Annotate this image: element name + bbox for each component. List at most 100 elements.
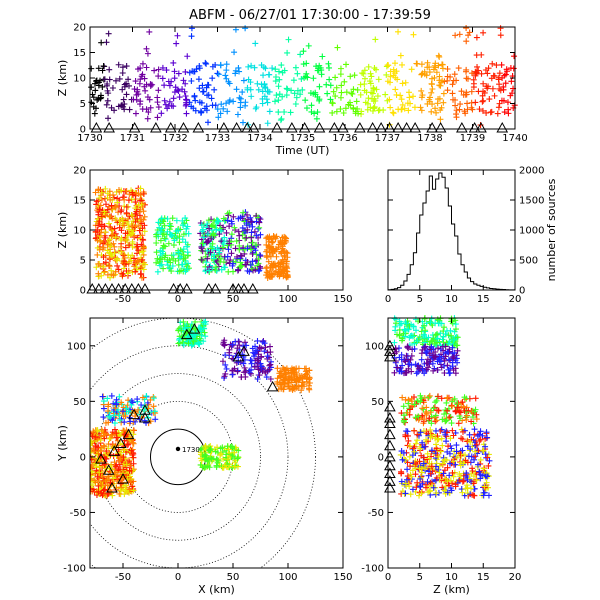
source-point bbox=[439, 77, 446, 84]
source-point bbox=[92, 442, 99, 449]
range-ring bbox=[90, 318, 316, 568]
source-point bbox=[390, 110, 397, 117]
x-tick-label: 1730 bbox=[77, 133, 102, 144]
source-point bbox=[404, 466, 411, 473]
source-point bbox=[292, 101, 299, 108]
source-point bbox=[398, 478, 405, 485]
source-point bbox=[431, 340, 438, 347]
source-point bbox=[154, 114, 161, 121]
source-point bbox=[242, 373, 249, 380]
source-point bbox=[168, 232, 175, 239]
source-point bbox=[323, 81, 330, 88]
source-point bbox=[447, 485, 454, 492]
source-point bbox=[150, 393, 157, 400]
source-point bbox=[179, 222, 186, 229]
source-point bbox=[95, 186, 102, 193]
source-point bbox=[166, 264, 173, 271]
source-point bbox=[103, 201, 110, 208]
source-point bbox=[120, 258, 127, 265]
source-point bbox=[199, 464, 206, 471]
source-point bbox=[159, 64, 166, 71]
source-point bbox=[479, 432, 486, 439]
source-point bbox=[439, 460, 446, 467]
plot-frame bbox=[89, 26, 516, 130]
source-point bbox=[219, 444, 226, 451]
source-point bbox=[500, 83, 507, 90]
source-point bbox=[383, 71, 390, 78]
source-point bbox=[269, 65, 276, 72]
source-point bbox=[419, 366, 426, 373]
source-point bbox=[393, 348, 400, 355]
station-marker bbox=[337, 121, 349, 133]
source-point bbox=[233, 86, 240, 93]
source-point bbox=[401, 481, 408, 488]
source-point bbox=[91, 80, 98, 87]
source-point bbox=[419, 405, 426, 412]
source-point bbox=[198, 109, 205, 116]
time-height-stations bbox=[90, 121, 509, 133]
source-point bbox=[203, 239, 210, 246]
source-point bbox=[95, 488, 102, 495]
source-point bbox=[214, 106, 221, 113]
source-point bbox=[473, 477, 480, 484]
source-point bbox=[184, 266, 191, 273]
source-point bbox=[90, 442, 94, 449]
source-point bbox=[115, 429, 122, 436]
source-point bbox=[494, 110, 501, 117]
source-point bbox=[332, 93, 339, 100]
source-point bbox=[159, 75, 166, 82]
x-y-stations bbox=[95, 323, 279, 493]
source-point bbox=[484, 473, 491, 480]
source-point bbox=[176, 233, 183, 240]
source-point bbox=[300, 61, 307, 68]
source-point bbox=[123, 237, 130, 244]
source-point bbox=[306, 367, 313, 374]
source-point bbox=[116, 393, 123, 400]
station-marker bbox=[218, 121, 230, 133]
source-point bbox=[165, 240, 172, 247]
source-point bbox=[91, 110, 98, 117]
source-point bbox=[247, 86, 254, 93]
source-point bbox=[95, 270, 102, 277]
source-point bbox=[273, 253, 280, 260]
station-marker bbox=[139, 404, 151, 415]
source-point bbox=[432, 435, 439, 442]
source-point bbox=[229, 341, 236, 348]
source-point bbox=[248, 234, 255, 241]
source-point bbox=[225, 268, 232, 275]
source-point bbox=[220, 105, 227, 112]
x-tick-label: 0 bbox=[175, 294, 181, 305]
source-point bbox=[135, 247, 142, 254]
station-marker bbox=[95, 453, 107, 464]
source-point bbox=[301, 365, 308, 372]
source-point bbox=[299, 383, 306, 390]
source-point bbox=[103, 448, 110, 455]
source-point bbox=[415, 368, 422, 375]
source-point bbox=[427, 409, 434, 416]
source-point bbox=[461, 407, 468, 414]
source-point bbox=[306, 386, 313, 393]
source-point bbox=[284, 49, 291, 56]
station-marker bbox=[125, 282, 138, 294]
y-tick-label: 0 bbox=[378, 452, 384, 463]
plot-frame bbox=[89, 169, 344, 291]
source-point bbox=[422, 349, 429, 356]
source-point bbox=[190, 105, 197, 112]
source-point bbox=[223, 451, 230, 458]
source-point bbox=[209, 240, 216, 247]
source-point bbox=[419, 439, 426, 446]
source-point bbox=[341, 78, 348, 85]
source-point bbox=[106, 236, 113, 243]
source-point bbox=[132, 223, 139, 230]
source-point bbox=[326, 64, 333, 71]
source-point bbox=[254, 262, 261, 269]
x-tick-label: 1732 bbox=[162, 133, 187, 144]
source-point bbox=[215, 457, 222, 464]
source-point bbox=[201, 105, 208, 112]
source-point bbox=[263, 265, 270, 272]
source-point bbox=[223, 229, 230, 236]
source-point bbox=[195, 76, 202, 83]
source-point bbox=[255, 86, 262, 93]
source-point bbox=[88, 84, 95, 91]
source-point bbox=[101, 443, 108, 450]
